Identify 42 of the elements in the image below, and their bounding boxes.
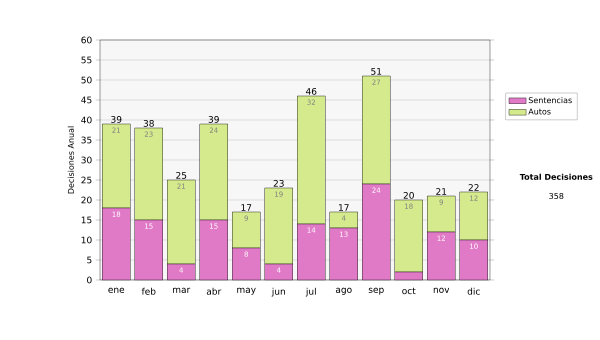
y-tick-label: 30 (81, 156, 92, 164)
total-label: 17 (339, 204, 349, 211)
y-tick-label: 55 (81, 56, 92, 64)
y-tick-label: 5 (87, 256, 92, 264)
x-tick-label: may (237, 288, 256, 295)
y-tick-label: 50 (81, 76, 92, 84)
x-tick-label: dic (468, 288, 480, 295)
total-label: 20 (404, 192, 414, 199)
legend-label: Sentencias (528, 97, 572, 104)
total-label: 21 (436, 188, 446, 195)
y-tick-label: 40 (81, 116, 92, 124)
x-tick-label: abr (206, 288, 222, 295)
x-tick-label: nov (434, 288, 450, 293)
total-label: 25 (176, 172, 186, 179)
x-tick-label: mar (173, 288, 190, 293)
x-tick-label: ago (336, 288, 352, 295)
y-tick-label: 35 (81, 136, 92, 144)
y-tick-label: 20 (81, 196, 92, 204)
total-label: 46 (306, 88, 316, 95)
x-tick-label: ene (108, 288, 124, 293)
y-tick-label: 0 (87, 276, 92, 284)
x-tick-label: sep (368, 288, 384, 295)
y-tick-label: 10 (82, 236, 92, 244)
x-tick-label: jun (272, 288, 285, 296)
y-tick-label: 25 (81, 176, 92, 184)
y-tick-label: 45 (81, 96, 92, 104)
text: 358 (549, 192, 564, 200)
total-label: 39 (111, 116, 122, 123)
total-label: 17 (242, 204, 252, 211)
y-axis-title: Decisiones Anual (68, 126, 74, 194)
total-label: 38 (144, 120, 154, 127)
total-label: 23 (274, 180, 284, 187)
text: Total Decisiones (520, 174, 592, 180)
y-tick-label: 15 (82, 216, 92, 224)
legend-label: Autos (528, 108, 551, 115)
total-label: 22 (468, 184, 479, 191)
x-tick-label: oct (402, 288, 416, 294)
total-label: 51 (371, 68, 382, 75)
total-label: 39 (208, 116, 219, 123)
x-tick-label: jul (306, 288, 316, 296)
x-tick-label: feb (142, 288, 156, 295)
y-tick-label: 60 (81, 36, 92, 44)
